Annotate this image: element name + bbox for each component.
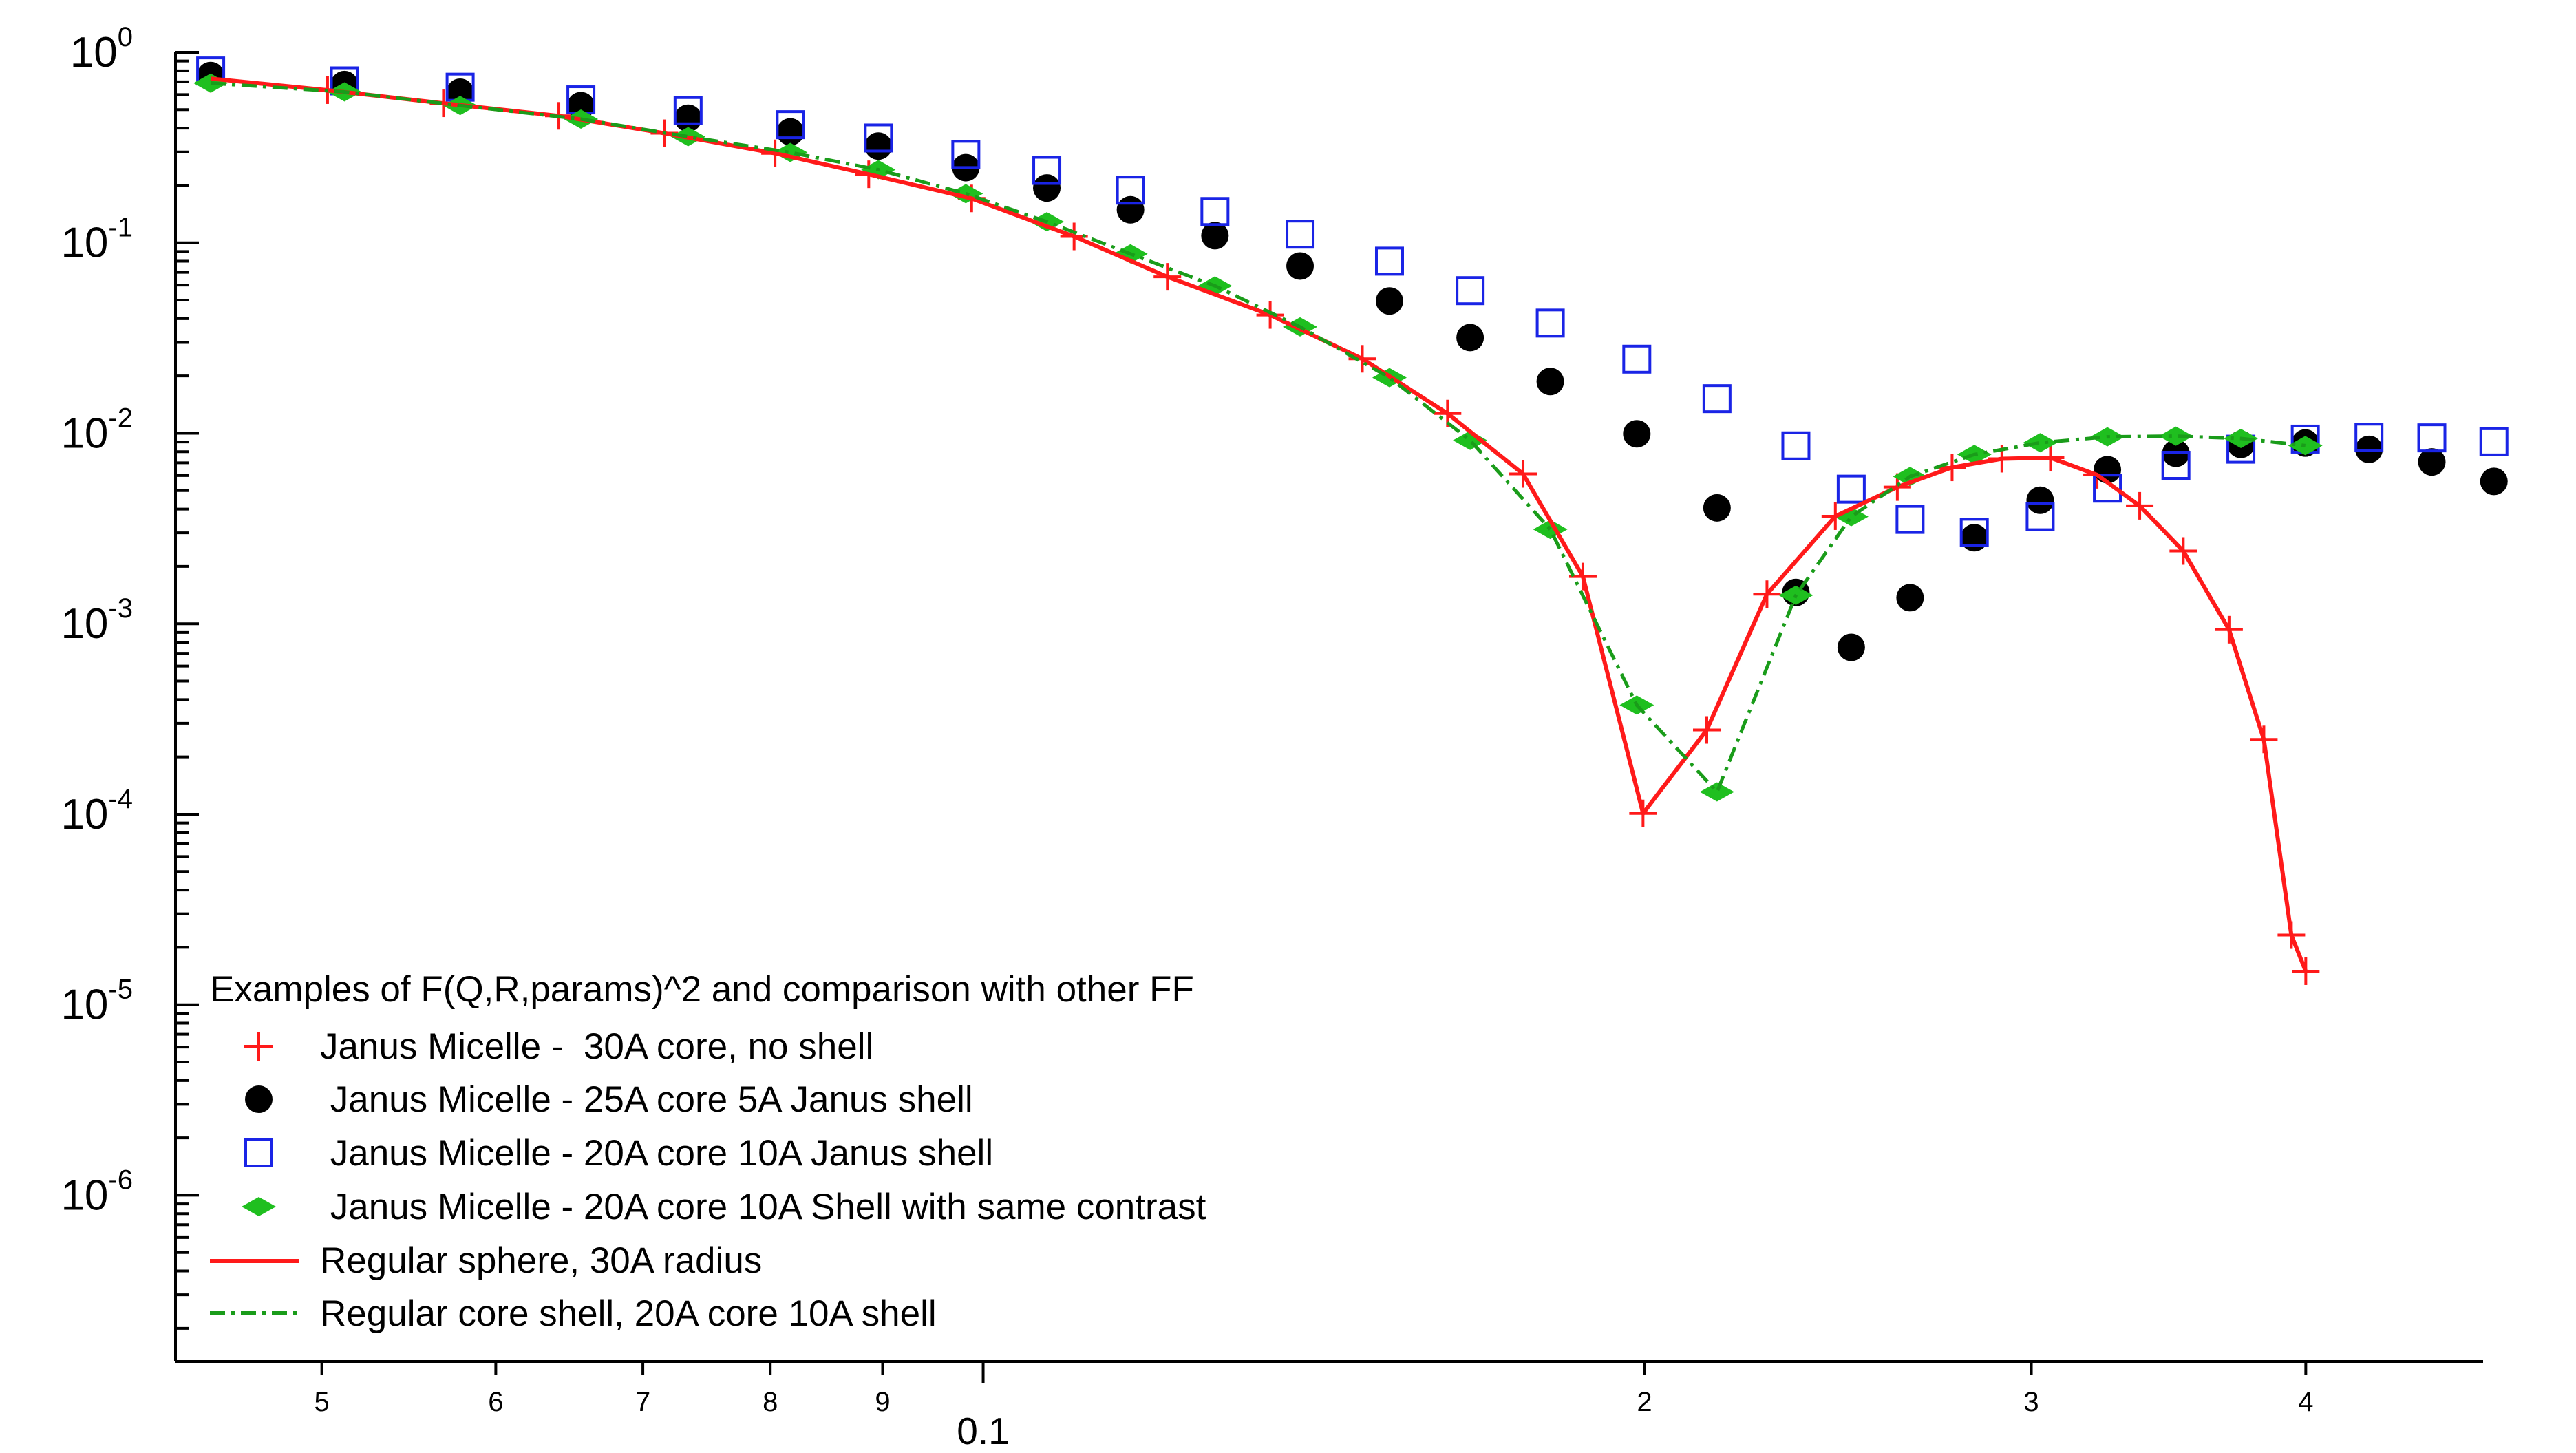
data-point-circle [2026, 486, 2054, 514]
data-point-square [864, 123, 893, 153]
data-point-square [2479, 427, 2509, 456]
data-point-circle [1286, 252, 1314, 280]
data-point-square [2025, 502, 2055, 531]
data-point-circle [1960, 524, 1988, 552]
x-tick-label: 3 [2023, 1387, 2039, 1417]
legend-entry-diamond: Janus Micelle - 20A core 10A Shell with … [242, 1187, 1206, 1227]
series-diamond [193, 73, 2323, 802]
y-ticks: 100 10-1 10-2 10-3 10-4 10-5 10-6 [61, 22, 199, 1330]
axes-layer: 5 6 7 8 9 2 3 4 0.1 100 10-1 10-2 10-3 10-4 10-5 10-6 [61, 22, 2483, 1452]
series-line-line [210, 76, 2308, 973]
data-point-circle [1623, 420, 1651, 448]
series-circle [197, 61, 2508, 661]
legend-entry-circle: Janus Micelle - 25A core 5A Janus shell [245, 1079, 973, 1120]
data-point-square [1374, 246, 1404, 276]
data-point-square [2161, 451, 2191, 480]
legend-entry-square: Janus Micelle - 20A core 10A Janus shell [244, 1133, 993, 1174]
data-point-square [1535, 308, 1565, 338]
data-point-square [1456, 276, 1485, 306]
data-point-diamond [1453, 430, 1488, 450]
legend-diamond-marker [242, 1197, 276, 1216]
data-point-circle [1375, 287, 1403, 315]
y-tick-label: 10-4 [61, 784, 133, 838]
legend-label-line: Regular sphere, 30A radius [320, 1240, 762, 1281]
data-point-diamond [2158, 426, 2193, 446]
y-tick-label: 100 [70, 22, 133, 76]
legend-label-dashdot: Regular core shell, 20A core 10A shell [320, 1293, 937, 1334]
data-point-square [673, 96, 703, 125]
legend-label-diamond: Janus Micelle - 20A core 10A Shell with … [320, 1187, 1206, 1227]
legend-entry-dashdot: Regular core shell, 20A core 10A shell [210, 1293, 937, 1334]
data-point-circle [2094, 456, 2122, 484]
data-point-square [776, 110, 805, 140]
y-tick-label: 10-1 [61, 213, 133, 267]
x-tick-label: 4 [2298, 1387, 2313, 1417]
data-point-circle [1896, 584, 1924, 612]
data-point-circle [776, 118, 805, 146]
data-point-circle [864, 132, 893, 160]
x-tick-label: 9 [875, 1387, 890, 1417]
data-point-square [1959, 518, 1989, 547]
data-point-circle [1033, 174, 1061, 202]
series-line-dashdot [210, 81, 2306, 794]
data-point-square [1116, 176, 1145, 205]
data-point-circle [1536, 368, 1564, 396]
data-point-square [1622, 344, 1652, 374]
x-ticks: 5 6 7 8 9 2 3 4 0.1 [315, 1361, 2313, 1452]
x-tick-label: 2 [1637, 1387, 1652, 1417]
series-line [210, 76, 2308, 973]
data-point-circle [1456, 324, 1484, 352]
legend-label-plus: Janus Micelle - 30A core, no shell [320, 1026, 873, 1067]
legend-entry-line: Regular sphere, 30A radius [210, 1240, 762, 1281]
data-point-circle [1116, 195, 1145, 224]
x-tick-label: 7 [635, 1387, 650, 1417]
data-point-circle [1703, 494, 1731, 522]
x-major-tick-label: 0.1 [957, 1410, 1009, 1452]
data-point-square [1286, 220, 1315, 249]
x-tick-label: 6 [488, 1387, 503, 1417]
data-point-diamond [2023, 433, 2058, 453]
legend-title: Examples of F(Q,R,params)^2 and comparis… [210, 969, 1194, 1010]
y-tick-label: 10-3 [61, 593, 133, 648]
y-tick-label: 10-6 [61, 1165, 133, 1219]
series-plus [197, 65, 2320, 985]
x-tick-label: 8 [763, 1387, 778, 1417]
y-tick-label: 10-2 [61, 403, 133, 457]
data-point-square [2417, 423, 2447, 453]
data-point-square [1702, 384, 1732, 414]
data-point-square [951, 140, 981, 169]
data-point-square [2354, 423, 2384, 452]
data-point-square [2093, 474, 2122, 503]
legend-label-circle: Janus Micelle - 25A core 5A Janus shell [320, 1079, 973, 1120]
series-dashdot [210, 81, 2306, 794]
y-tick-label: 10-5 [61, 975, 133, 1029]
plot-area: 5 6 7 8 9 2 3 4 0.1 100 10-1 10-2 10-3 10-4 10-5 10-6 [61, 22, 2509, 1452]
data-point-square [1895, 505, 1925, 534]
data-point-diamond [1699, 782, 1734, 802]
series-square [196, 56, 2509, 547]
data-point-square [1836, 474, 1866, 504]
legend: Examples of F(Q,R,params)^2 and comparis… [210, 969, 1206, 1334]
data-point-square [1781, 431, 1811, 460]
x-tick-label: 5 [315, 1387, 330, 1417]
data-point-circle [2480, 467, 2508, 496]
legend-circle-marker [245, 1085, 273, 1113]
series-layer [193, 56, 2509, 985]
legend-label-square: Janus Micelle - 20A core 10A Janus shell [320, 1133, 993, 1174]
data-point-square [1032, 156, 1062, 185]
data-point-circle [2418, 448, 2446, 476]
legend-entry-plus: Janus Micelle - 30A core, no shell [244, 1026, 873, 1067]
legend-plus-marker [244, 1032, 273, 1061]
data-point-square [1200, 197, 1230, 226]
legend-square-marker [244, 1138, 273, 1167]
data-point-circle [1201, 222, 1229, 250]
data-point-circle [1837, 633, 1865, 661]
